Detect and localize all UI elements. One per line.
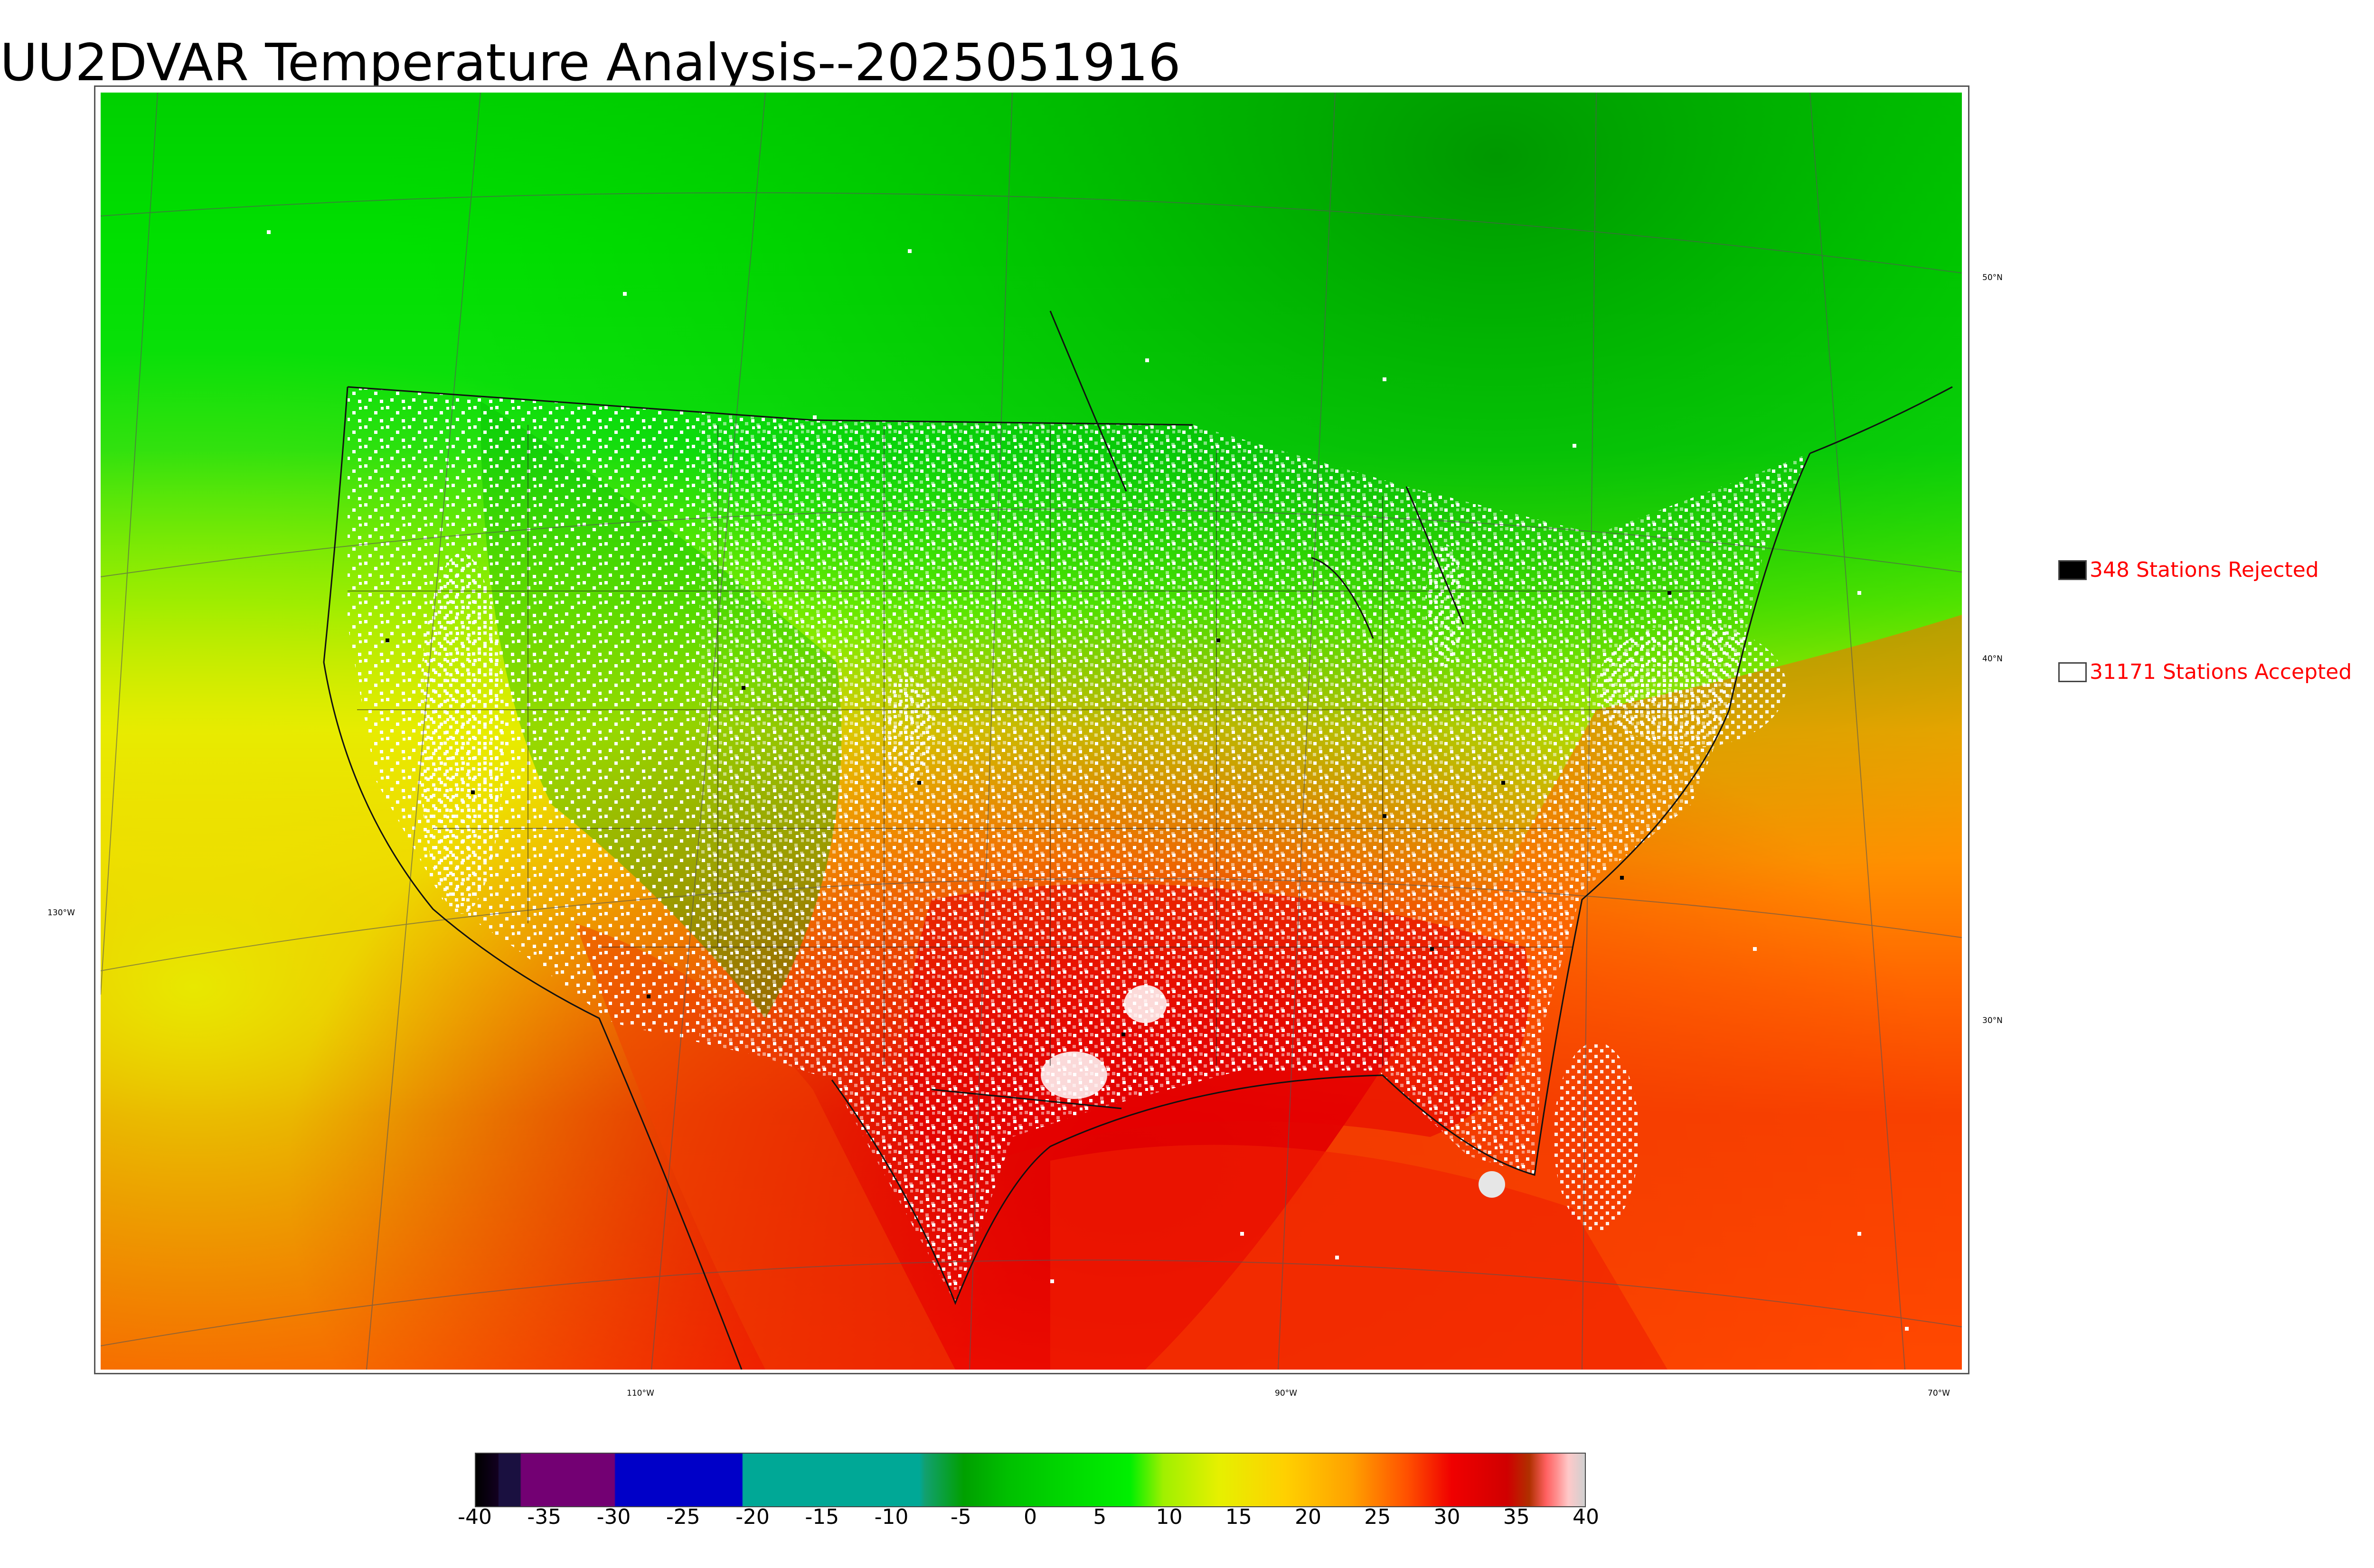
lon-label-90: 90°W xyxy=(1275,1389,1297,1398)
colorbar-tick-label: 30 xyxy=(1433,1505,1460,1529)
sparse-stations xyxy=(267,230,1909,1331)
lat-label-30: 30°N xyxy=(1982,1016,2003,1025)
lat-label-50: 50°N xyxy=(1982,273,2003,282)
colorbar-tick-label: -15 xyxy=(805,1505,839,1529)
lon-label-110: 110°W xyxy=(627,1389,654,1398)
rejected-swatch xyxy=(2058,560,2087,580)
colorbar-tick-label: 20 xyxy=(1295,1505,1321,1529)
map-title: UU2DVAR Temperature Analysis--2025051916 xyxy=(0,33,1181,93)
station-clusters xyxy=(419,544,1786,1232)
colorbar-tick-label: -40 xyxy=(458,1505,492,1529)
lat-label-40: 40°N xyxy=(1982,654,2003,664)
colorbar-tick-label: -25 xyxy=(666,1505,700,1529)
accepted-swatch xyxy=(2058,662,2087,682)
colorbar-tick-label: 5 xyxy=(1093,1505,1107,1529)
colorbar-tick-label: -20 xyxy=(735,1505,770,1529)
colorbar-tick-label: 25 xyxy=(1364,1505,1391,1529)
colorbar-tick-label: 40 xyxy=(1573,1505,1599,1529)
colorbar-tick-label: 15 xyxy=(1225,1505,1252,1529)
accepted-label: 31171 Stations Accepted xyxy=(2090,660,2352,684)
graticule xyxy=(101,93,1962,1370)
colorbar-tick-label: 35 xyxy=(1503,1505,1530,1529)
rejected-stations xyxy=(386,591,1671,1036)
colorbar-tick-label: 10 xyxy=(1156,1505,1183,1529)
coastlines xyxy=(323,310,1953,1370)
colorbar-tick-label: -5 xyxy=(950,1505,971,1529)
legend-rejected: 348 Stations Rejected xyxy=(2058,558,2319,582)
colorbar-gradient xyxy=(475,1453,1586,1507)
colorbar-tick-label: -30 xyxy=(596,1505,631,1529)
colorbar-tick-label: 0 xyxy=(1024,1505,1037,1529)
state-borders xyxy=(348,425,1715,1066)
rejected-label: 348 Stations Rejected xyxy=(2090,558,2319,582)
legend-accepted: 31171 Stations Accepted xyxy=(2058,660,2352,684)
colorbar-tick-label: -10 xyxy=(874,1505,909,1529)
colorbar-tick-label: -35 xyxy=(527,1505,562,1529)
colorbar xyxy=(475,1453,1586,1507)
lon-label-70: 70°W xyxy=(1928,1389,1950,1398)
lon-label-130: 130°W xyxy=(47,908,75,918)
temperature-map[interactable] xyxy=(101,93,1962,1370)
